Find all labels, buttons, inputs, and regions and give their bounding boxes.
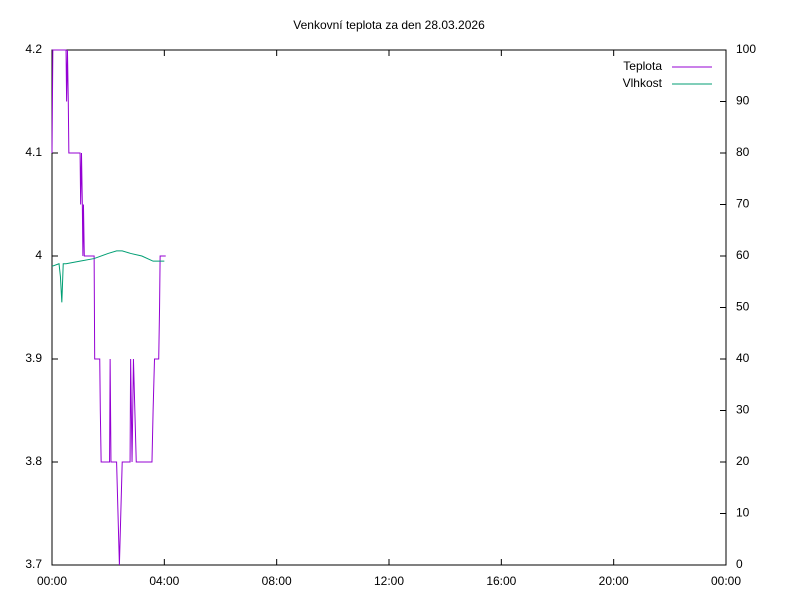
plot-frame [51,49,727,566]
legend-label: Teplota [623,59,662,73]
y-tick-label: 3.9 [25,351,42,365]
y-tick-label: 3.7 [25,557,42,571]
legend-label: Vlhkost [623,76,663,90]
y2-tick-label: 70 [736,197,750,211]
y2-tick-label: 30 [736,403,750,417]
x-tick-label: 00:00 [37,574,67,588]
x-tick-label: 12:00 [374,574,404,588]
y2-tick-label: 90 [736,94,750,108]
y2-tick-label: 60 [736,248,750,262]
y2-tick-label: 50 [736,300,750,314]
y-tick-label: 4.2 [25,42,42,56]
series-line [51,49,166,566]
chart-title: Venkovní teplota za den 28.03.2026 [293,18,485,32]
y2-tick-label: 10 [736,506,750,520]
x-tick-label: 16:00 [486,574,516,588]
y2-tick-label: 20 [736,454,750,468]
y2-tick-label: 100 [736,42,756,56]
x-tick-label: 00:00 [711,574,741,588]
y-tick-label: 3.8 [25,454,42,468]
x-tick-label: 04:00 [149,574,179,588]
y2-tick-label: 0 [736,557,743,571]
x-tick-label: 08:00 [262,574,292,588]
series-line [51,250,165,303]
y-tick-label: 4 [35,248,42,262]
x-tick-label: 20:00 [599,574,629,588]
y-tick-label: 4.1 [25,145,42,159]
y2-tick-label: 80 [736,145,750,159]
y2-tick-label: 40 [736,351,750,365]
